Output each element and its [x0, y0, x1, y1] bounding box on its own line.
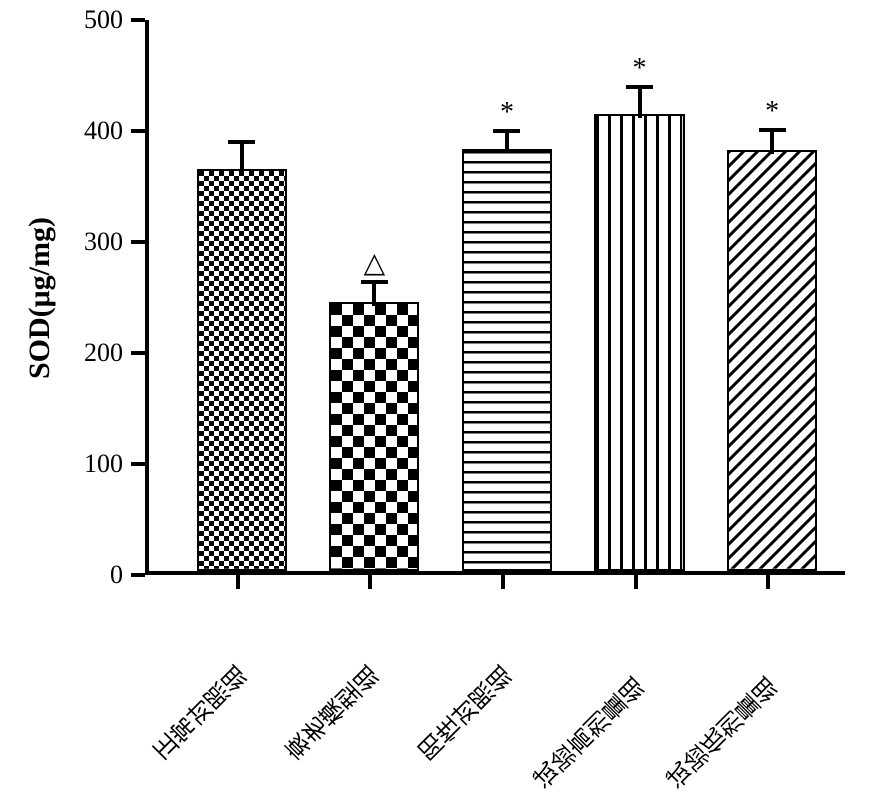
significance-marker: △ [364, 250, 386, 278]
significance-marker: * [765, 98, 779, 126]
bar [462, 149, 552, 571]
x-tick [368, 575, 372, 589]
y-tick [131, 462, 145, 466]
bar-fill [331, 304, 417, 569]
significance-marker: * [633, 55, 647, 83]
error-bar [240, 142, 244, 173]
x-tick-label: 试验高剂量组 [527, 672, 654, 799]
y-tick-label: 500 [0, 5, 123, 35]
x-tick [236, 575, 240, 589]
y-tick-label: 0 [0, 560, 123, 590]
y-tick [131, 129, 145, 133]
x-tick [634, 575, 638, 589]
y-tick [131, 573, 145, 577]
error-bar [770, 130, 774, 154]
y-tick [131, 351, 145, 355]
error-cap [759, 128, 786, 132]
significance-marker: * [500, 99, 514, 127]
x-tick [501, 575, 505, 589]
error-cap [493, 129, 520, 133]
sod-bar-chart: △*** SOD(μg/mg) 0100200300400500 正常对照组衰老… [0, 0, 875, 792]
y-tick-label: 400 [0, 116, 123, 146]
error-bar [505, 131, 509, 153]
bar-fill [596, 116, 682, 569]
x-tick-label: 正常对照组 [146, 660, 256, 770]
error-cap [361, 280, 388, 284]
y-tick-label: 200 [0, 338, 123, 368]
bar [727, 150, 817, 571]
y-tick-label: 300 [0, 227, 123, 257]
y-tick-label: 100 [0, 449, 123, 479]
x-tick-label: 衰老模型组 [279, 660, 389, 770]
bar-fill [199, 171, 285, 569]
bars-layer: △ * * * [149, 20, 845, 571]
error-cap [228, 140, 255, 144]
x-tick [766, 575, 770, 589]
bar [197, 169, 287, 571]
error-bar [372, 282, 376, 306]
bar [329, 302, 419, 571]
y-tick [131, 240, 145, 244]
bar-fill [729, 152, 815, 569]
error-bar [638, 87, 642, 118]
x-tick-label: 试验低剂量组 [660, 672, 787, 799]
x-tick-label: 阳性对照组 [412, 660, 522, 770]
bar [594, 114, 684, 571]
error-cap [626, 85, 653, 89]
y-tick [131, 18, 145, 22]
plot-area: △ * * * [145, 20, 845, 575]
bar-fill [464, 151, 550, 569]
